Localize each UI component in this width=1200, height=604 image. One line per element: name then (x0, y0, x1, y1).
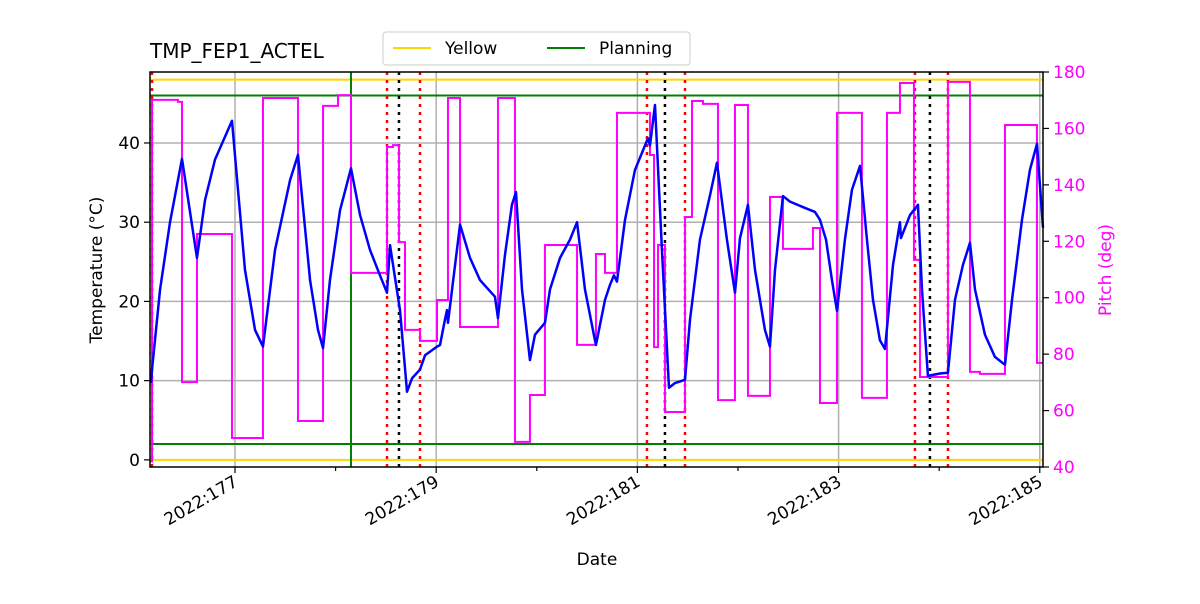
y2-tick-label: 40 (1053, 458, 1075, 478)
y-tick-label: 30 (118, 213, 140, 233)
limit-lines (150, 78, 1043, 461)
x-tick-label: 2022:183 (765, 472, 846, 530)
y2-tick-label: 100 (1053, 289, 1085, 309)
chart-title: TMP_FEP1_ACTEL (149, 39, 325, 63)
temperature-series-line (149, 103, 1045, 393)
y2-tick-label: 120 (1053, 232, 1085, 252)
y2-tick-label: 80 (1053, 345, 1075, 365)
legend-label-planning: Planning (599, 39, 672, 59)
legend-box (382, 31, 691, 66)
y-axis-label: Temperature (°C) (87, 197, 107, 345)
x-tick-label: 2022:177 (161, 472, 242, 530)
y-tick-label: 10 (118, 372, 140, 392)
series (149, 80, 1045, 463)
y2-tick-label: 60 (1053, 402, 1075, 422)
y-tick-label: 40 (118, 134, 140, 154)
y2-tick-label: 180 (1053, 63, 1085, 83)
x-axis-label: Date (577, 550, 618, 570)
y2-tick-label: 140 (1053, 176, 1085, 196)
x-tick-label: 2022:179 (362, 472, 443, 530)
y2-axis-label: Pitch (deg) (1096, 224, 1116, 316)
x-tick-label: 2022:185 (966, 472, 1047, 530)
y-tick-label: 0 (129, 451, 140, 471)
x-tick-label: 2022:181 (563, 472, 644, 530)
legend-label-yellow: Yellow (444, 39, 497, 59)
y-tick-label: 20 (118, 292, 140, 312)
legend: Yellow Planning (382, 31, 691, 66)
plot-frame (149, 71, 1044, 468)
y2-tick-label: 160 (1053, 119, 1085, 139)
pitch-series-line (150, 80, 1043, 463)
